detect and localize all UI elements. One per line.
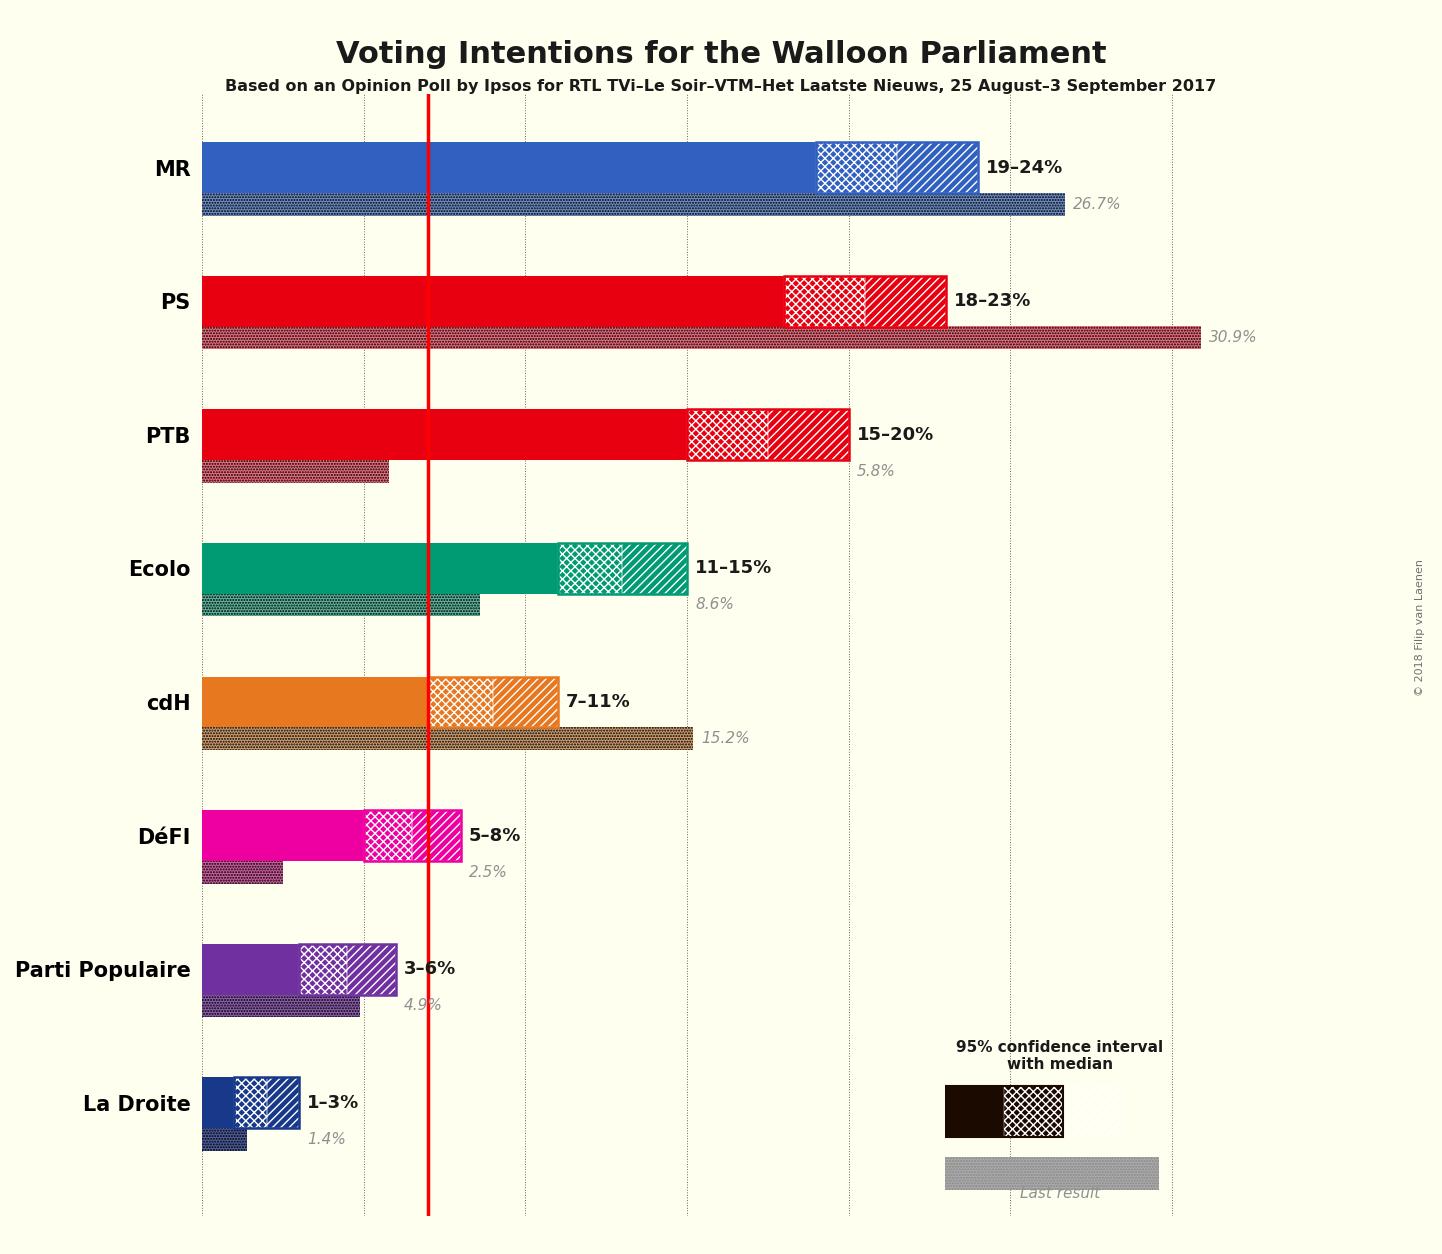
Bar — [202, 593, 480, 617]
Bar — [202, 193, 1066, 216]
Bar — [202, 326, 1201, 349]
Text: 1–3%: 1–3% — [307, 1093, 359, 1112]
Text: 11–15%: 11–15% — [695, 559, 773, 577]
Text: 3–6%: 3–6% — [404, 961, 456, 978]
Bar — [202, 994, 360, 1017]
Bar — [202, 994, 360, 1017]
Text: 30.9%: 30.9% — [1210, 330, 1257, 345]
Bar — [897, 142, 978, 193]
Bar — [945, 1086, 1063, 1136]
Bar — [945, 1086, 1063, 1136]
Bar — [234, 1077, 267, 1129]
Text: 4.9%: 4.9% — [404, 998, 443, 1013]
Bar — [865, 276, 946, 326]
Bar — [686, 409, 767, 460]
Text: 8.6%: 8.6% — [695, 597, 734, 612]
Bar — [784, 276, 865, 326]
Bar — [202, 326, 1201, 349]
Text: Voting Intentions for the Walloon Parliament: Voting Intentions for the Walloon Parlia… — [336, 40, 1106, 69]
Text: 95% confidence interval
with median: 95% confidence interval with median — [956, 1040, 1164, 1072]
Bar — [816, 142, 897, 193]
Text: 15–20%: 15–20% — [857, 426, 934, 444]
Bar — [493, 677, 558, 727]
Bar — [784, 276, 865, 326]
Text: 26.7%: 26.7% — [1073, 197, 1122, 212]
Bar — [816, 142, 897, 193]
Bar — [1004, 1086, 1064, 1136]
Bar — [623, 543, 686, 593]
Bar — [202, 944, 298, 994]
Bar — [202, 593, 480, 617]
Bar — [202, 677, 428, 727]
Bar — [348, 944, 397, 994]
Bar — [202, 860, 283, 884]
Bar — [767, 409, 848, 460]
Bar — [267, 1077, 298, 1129]
Bar — [202, 727, 694, 750]
Bar — [767, 409, 848, 460]
Bar — [202, 460, 389, 483]
Bar — [428, 677, 493, 727]
Bar — [202, 276, 784, 326]
Text: 5.8%: 5.8% — [857, 464, 895, 479]
Bar — [202, 1127, 247, 1151]
Bar — [363, 810, 412, 861]
Bar — [202, 810, 363, 861]
Bar — [202, 1077, 234, 1129]
Bar — [202, 727, 694, 750]
Bar — [493, 677, 558, 727]
Bar — [202, 543, 558, 593]
Bar — [945, 1157, 1159, 1190]
Bar — [298, 944, 348, 994]
Bar — [558, 543, 623, 593]
Text: 5–8%: 5–8% — [469, 826, 521, 845]
Bar — [558, 543, 623, 593]
Bar — [348, 944, 397, 994]
Bar — [363, 810, 412, 861]
Bar — [865, 276, 946, 326]
Text: Last result: Last result — [1019, 1186, 1100, 1201]
Bar — [202, 409, 686, 460]
Bar — [298, 944, 348, 994]
Bar — [202, 460, 389, 483]
Bar — [412, 810, 460, 861]
Text: Based on an Opinion Poll by Ipsos for RTL TVi–Le Soir–VTM–Het Laatste Nieuws, 25: Based on an Opinion Poll by Ipsos for RT… — [225, 79, 1217, 94]
Text: 2.5%: 2.5% — [469, 865, 508, 879]
Text: 18–23%: 18–23% — [953, 292, 1031, 310]
Text: 1.4%: 1.4% — [307, 1132, 346, 1147]
Bar — [267, 1077, 298, 1129]
Bar — [897, 142, 978, 193]
Bar — [234, 1077, 267, 1129]
Text: © 2018 Filip van Laenen: © 2018 Filip van Laenen — [1416, 558, 1425, 696]
Text: 19–24%: 19–24% — [986, 158, 1063, 177]
Bar — [428, 677, 493, 727]
Bar — [202, 860, 283, 884]
Bar — [623, 543, 686, 593]
Bar — [202, 1127, 247, 1151]
Bar — [1063, 1086, 1123, 1136]
Bar — [202, 193, 1066, 216]
Text: 7–11%: 7–11% — [565, 693, 630, 711]
Bar — [686, 409, 767, 460]
Bar — [412, 810, 460, 861]
Bar — [202, 142, 816, 193]
Text: 15.2%: 15.2% — [701, 731, 750, 746]
Bar — [945, 1157, 1159, 1190]
